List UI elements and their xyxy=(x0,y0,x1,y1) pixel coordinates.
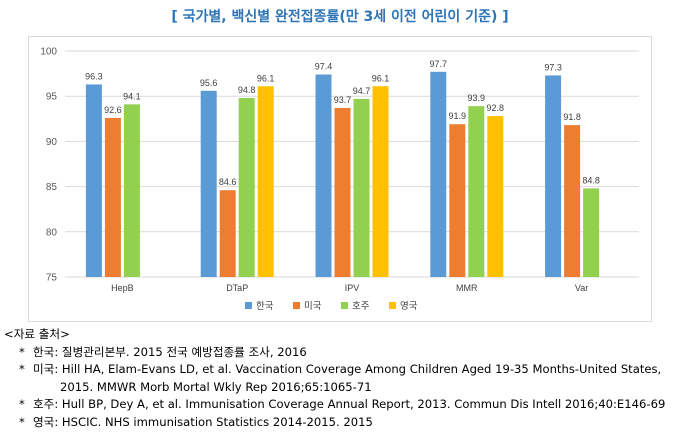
source-text: 호주: Hull BP, Dey A, et al. Immunisation … xyxy=(33,397,666,411)
bar xyxy=(353,98,370,277)
chart-title: [ 국가별, 백신별 완전접종률(만 3세 이전 어린이 기준) ] xyxy=(171,9,509,25)
bar xyxy=(104,117,121,278)
data-label: 93.7 xyxy=(334,95,352,105)
bar xyxy=(334,107,351,278)
data-label: 93.9 xyxy=(468,93,486,103)
bar-chart: 75 80 85 90 95 100 96.3 92.694.1 HepB 95.6 84.6 94.… xyxy=(40,47,639,312)
data-label: 97.7 xyxy=(430,59,448,69)
x-tick-label: HepB xyxy=(111,283,134,293)
source-item-uk: * 영국: HSCIC. NHS immunisation Statistics … xyxy=(4,414,676,432)
x-tick-label: Var xyxy=(575,283,588,293)
bar xyxy=(468,106,485,277)
x-tick-label: IPV xyxy=(345,283,360,293)
legend-swatch xyxy=(293,302,300,309)
legend-swatch xyxy=(341,302,348,309)
data-label: 97.3 xyxy=(544,62,562,72)
source-item-korea: * 한국: 질병관리본부. 2015 전국 예방접종률 조사, 2016 xyxy=(4,344,676,362)
data-label: 92.6 xyxy=(104,105,122,115)
source-text: 영국: HSCIC. NHS immunisation Statistics 2… xyxy=(33,414,373,429)
legend-swatch xyxy=(245,302,252,309)
bar xyxy=(583,188,600,277)
data-label: 84.8 xyxy=(582,175,600,185)
bar xyxy=(449,124,466,277)
bar xyxy=(123,104,140,277)
bar xyxy=(564,125,581,278)
y-tick-label: 85 xyxy=(46,182,58,193)
bar xyxy=(238,98,255,277)
data-label: 95.6 xyxy=(200,78,218,88)
chart-frame: 75 80 85 90 95 100 96.3 92.6 94.1 HepB 95.6 84.6 94.… xyxy=(28,36,652,322)
source-item-australia: * 호주: Hull BP, Dey A, et al. Immunisation… xyxy=(4,396,676,414)
bar xyxy=(545,75,562,277)
data-label: 96.3 xyxy=(85,71,103,81)
bar xyxy=(430,71,447,278)
y-tick-label: 95 xyxy=(46,92,58,103)
y-tick-label: 90 xyxy=(46,137,58,148)
bar xyxy=(257,86,274,277)
legend-label: 호주 xyxy=(352,301,370,312)
data-label: 92.8 xyxy=(487,103,505,113)
source-text: 미국: Hill HA, Elam-Evans LD, et al. Vacci… xyxy=(33,362,662,394)
data-label: 94.8 xyxy=(238,85,256,95)
sources-heading: <자료 출처> xyxy=(4,327,70,341)
legend-swatch xyxy=(389,302,396,309)
bar xyxy=(315,74,332,277)
bullet: * xyxy=(19,397,25,411)
source-text: 한국: 질병관리본부. 2015 전국 예방접종률 조사, 2016 xyxy=(33,344,307,359)
bullet: * xyxy=(19,344,25,359)
x-tick-label: DTaP xyxy=(226,283,248,293)
data-label: 91.8 xyxy=(563,112,581,122)
data-label: 97.4 xyxy=(315,62,333,72)
bullet: * xyxy=(19,362,25,376)
data-label: 94.7 xyxy=(353,86,371,96)
data-label: 91.9 xyxy=(449,111,467,121)
x-tick-label: MMR xyxy=(456,283,478,293)
data-label: 94.1 xyxy=(123,91,141,101)
bar xyxy=(200,90,217,277)
bar xyxy=(219,190,236,277)
source-item-usa: * 미국: Hill HA, Elam-Evans LD, et al. Vacc… xyxy=(4,361,676,396)
y-tick-label: 100 xyxy=(40,47,57,58)
data-label: 96.1 xyxy=(372,73,390,83)
sources-section: <자료 출처> * 한국: 질병관리본부. 2015 전국 예방접종률 조사, 2… xyxy=(4,326,676,431)
data-label: 84.6 xyxy=(219,177,237,187)
legend-label: 한국 xyxy=(256,301,274,312)
bar xyxy=(372,86,389,277)
bullet: * xyxy=(19,414,25,429)
legend-label: 미국 xyxy=(304,301,322,312)
bar xyxy=(85,84,102,277)
legend-label: 영국 xyxy=(400,301,418,312)
data-label: 96.1 xyxy=(257,73,275,83)
y-tick-label: 75 xyxy=(46,273,58,284)
y-tick-label: 80 xyxy=(46,227,58,238)
bar xyxy=(487,116,504,277)
